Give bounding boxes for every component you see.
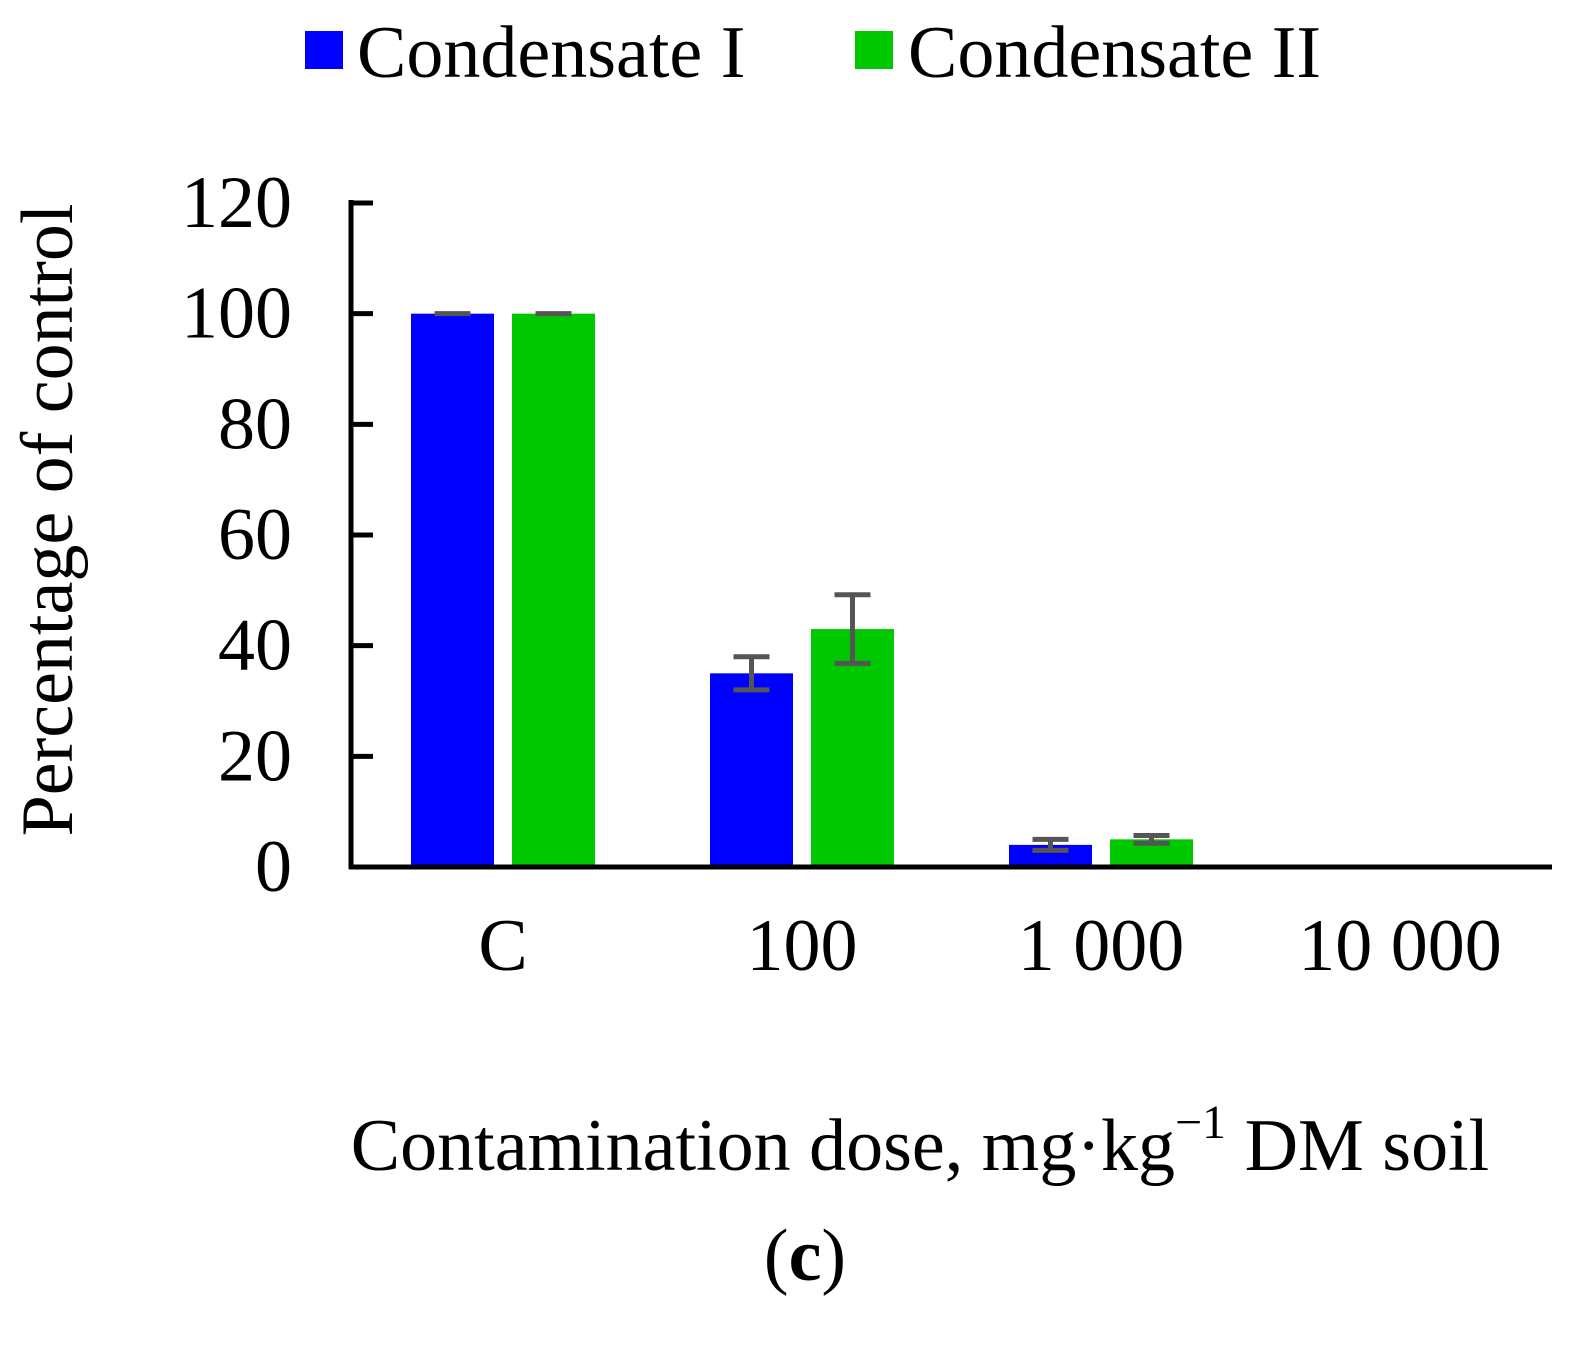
y-tick-label-40: 40 [218,605,292,687]
y-axis-ticks: 0 20 40 60 80 100 120 [181,162,373,908]
x-axis-title-suffix: DM soil [1226,1105,1489,1187]
panel-label-letter: c [789,1215,822,1297]
x-tick-label-10-000: 10 000 [1298,905,1502,987]
error-bar-condensate-ii-1-000 [1133,832,1170,846]
y-tick-label-80: 80 [218,383,292,465]
x-axis-title-superscript: −1 [1175,1096,1226,1149]
error-bars [434,311,1170,853]
legend-swatch-condensate-ii [855,31,893,69]
bar-condensate-ii-c [512,313,595,868]
x-axis-title-main: Contamination dose, mg·kg [351,1105,1175,1187]
legend-swatch-condensate-i [305,31,343,69]
error-bar-condensate-i-100 [733,654,770,693]
bar-condensate-i-100 [710,673,793,867]
x-axis-title: Contamination dose, mg·kg−1 DM soil [351,1096,1489,1187]
x-tick-label-100: 100 [747,905,858,987]
bar-condensate-i-1-000 [1009,844,1092,867]
y-axis-title: Percentage of control [7,204,89,837]
x-tick-label-c: C [478,905,527,987]
y-tick-label-20: 20 [218,715,292,797]
panel-label-close-paren: ) [821,1215,846,1297]
legend-label-condensate-i: Condensate I [357,12,745,94]
x-tick-label-1-000: 1 000 [1018,905,1185,987]
panel-label: (c) [764,1215,846,1297]
bar-condensate-i-c [411,313,494,868]
legend: Condensate I Condensate II [305,12,1321,94]
bars [411,313,1492,868]
y-tick-label-120: 120 [181,162,292,244]
y-tick-label-60: 60 [218,494,292,576]
panel-label-open-paren: ( [764,1215,789,1297]
y-tick-label-0: 0 [255,826,292,908]
x-axis-ticks: C 100 1 000 10 000 [478,905,1501,987]
bar-condensate-ii-100 [811,629,894,867]
error-bar-condensate-ii-100 [834,592,871,666]
error-bar-condensate-i-1-000 [1032,836,1069,853]
legend-label-condensate-ii: Condensate II [908,12,1321,94]
y-tick-label-100: 100 [181,273,292,355]
